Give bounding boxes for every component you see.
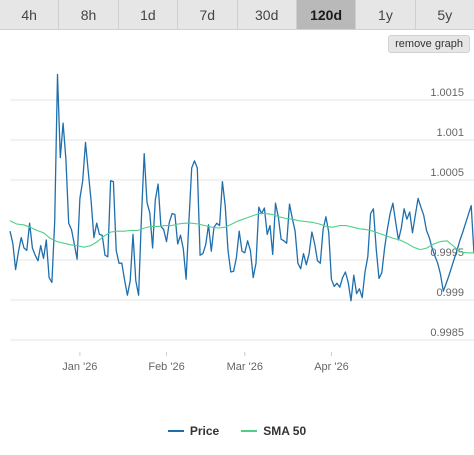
y-tick-label: 1.001 (436, 127, 464, 139)
legend-label: SMA 50 (263, 424, 307, 438)
legend-swatch (241, 430, 258, 432)
sma50-series-line (9, 213, 474, 254)
y-tick-label: 0.999 (436, 287, 464, 299)
x-tick-label: Apr '26 (314, 361, 349, 373)
legend-label: Price (189, 424, 220, 438)
x-tick-label: Jan '26 (62, 361, 97, 373)
chart-legend: Price SMA 50 (0, 421, 474, 441)
y-tick-label: 1.0015 (430, 87, 464, 99)
x-tick-label: Mar '26 (227, 361, 263, 373)
tab-120d[interactable]: 120d (296, 0, 357, 29)
tab-4h[interactable]: 4h (0, 0, 60, 29)
price-series-line (9, 73, 474, 302)
grid-lines (10, 99, 474, 341)
tab-1y[interactable]: 1y (356, 0, 416, 29)
tab-7d[interactable]: 7d (178, 0, 238, 29)
y-tick-label: 1.0005 (430, 167, 464, 179)
x-tick-label: Feb '26 (148, 361, 184, 373)
tab-8h[interactable]: 8h (59, 0, 119, 29)
tab-5y[interactable]: 5y (437, 6, 453, 23)
series-lines (9, 73, 474, 302)
x-axis-labels: Jan '26 Feb '26 Mar '26 Apr '26 (62, 352, 349, 373)
legend-swatch (167, 430, 184, 432)
time-range-tabs: 4h 8h 1d 7d 30d 120d 1y 5y (0, 0, 474, 30)
legend-item-price[interactable]: Price (167, 424, 220, 438)
tab-1d[interactable]: 1d (119, 0, 179, 29)
legend-item-sma-50[interactable]: SMA 50 (241, 424, 306, 438)
remove-graph-button[interactable]: remove graph (388, 35, 470, 53)
y-tick-label: 0.9985 (430, 327, 464, 339)
tab-30d[interactable]: 30d (238, 0, 297, 29)
